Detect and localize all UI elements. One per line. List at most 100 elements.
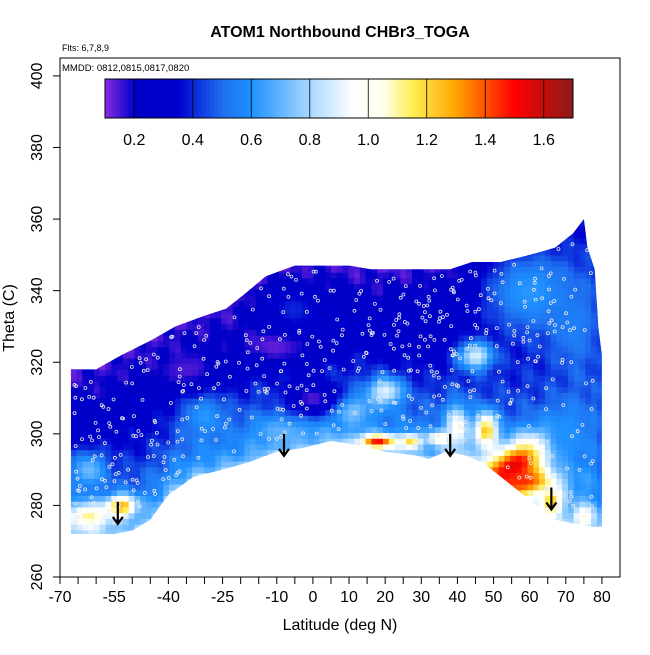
- heatmap-cell: [394, 506, 401, 514]
- heatmap-cell: [521, 249, 529, 256]
- heatmap-cell: [111, 294, 118, 302]
- heatmap-cell: [330, 323, 338, 330]
- heatmap-cell: [354, 363, 361, 370]
- heatmap-cell: [452, 357, 459, 365]
- heatmap-cell: [169, 294, 176, 302]
- heatmap-cell: [284, 472, 292, 479]
- heatmap-cell: [498, 518, 505, 525]
- heatmap-cell: [105, 438, 112, 445]
- heatmap-cell: [296, 535, 302, 541]
- heatmap-cell: [117, 392, 124, 399]
- heatmap-cell: [556, 254, 563, 262]
- heatmap-cell: [250, 518, 257, 525]
- heatmap-cell: [481, 432, 488, 439]
- heatmap-cell: [365, 386, 373, 393]
- heatmap-cell: [481, 254, 488, 262]
- heatmap-cell: [336, 529, 344, 534]
- heatmap-cell: [319, 231, 326, 239]
- heatmap-cell: [342, 426, 349, 433]
- heatmap-cell: [250, 219, 257, 222]
- heatmap-cell: [342, 466, 349, 474]
- heatmap-cell: [146, 535, 152, 541]
- heatmap-cell: [226, 386, 234, 393]
- heatmap-cell: [435, 512, 442, 519]
- heatmap-cell: [504, 420, 511, 428]
- heatmap-cell: [342, 272, 349, 279]
- heatmap-cell: [145, 495, 153, 502]
- heatmap-cell: [504, 300, 511, 308]
- heatmap-cell: [302, 226, 309, 233]
- heatmap-cell: [348, 209, 354, 215]
- heatmap-cell: [469, 478, 477, 485]
- heatmap-cell: [261, 420, 268, 428]
- heatmap-cell: [145, 254, 153, 262]
- heatmap-cell: [359, 489, 367, 496]
- heatmap-cell: [515, 220, 523, 227]
- heatmap-cell: [226, 335, 234, 342]
- heatmap-cell: [290, 352, 297, 359]
- heatmap-cell: [221, 478, 228, 485]
- heatmap-cell: [226, 380, 234, 388]
- heatmap-cell: [296, 455, 303, 462]
- heatmap-cell: [348, 512, 355, 519]
- heatmap-cell: [423, 426, 430, 433]
- heatmap-cell: [128, 357, 136, 365]
- heatmap-cell: [180, 335, 188, 342]
- heatmap-cell: [151, 357, 159, 365]
- heatmap-cell: [544, 237, 552, 245]
- heatmap-cell: [128, 455, 136, 462]
- heatmap-cell: [463, 466, 471, 474]
- heatmap-cell: [151, 249, 159, 256]
- heatmap-cell: [544, 346, 552, 353]
- heatmap-cell: [151, 483, 159, 491]
- heatmap-cell: [411, 219, 419, 222]
- heatmap-cell: [180, 300, 188, 308]
- heatmap-cell: [545, 209, 551, 215]
- heatmap-cell: [221, 386, 228, 393]
- heatmap-cell: [128, 254, 136, 262]
- heatmap-cell: [481, 386, 488, 393]
- heatmap-cell: [556, 529, 563, 534]
- heatmap-cell: [210, 209, 216, 215]
- heatmap-cell: [140, 443, 147, 451]
- heatmap-cell: [429, 535, 435, 541]
- heatmap-cell: [99, 363, 107, 370]
- heatmap-cell: [382, 489, 390, 496]
- heatmap-cell: [261, 335, 268, 342]
- heatmap-cell: [226, 243, 234, 250]
- heatmap-cell: [516, 209, 522, 215]
- heatmap-cell: [70, 466, 78, 474]
- heatmap-cell: [174, 524, 182, 531]
- heatmap-cell: [261, 220, 268, 227]
- heatmap-cell: [330, 524, 338, 531]
- heatmap-cell: [215, 420, 222, 428]
- heatmap-cell: [371, 392, 378, 399]
- heatmap-cell: [446, 335, 453, 342]
- heatmap-cell: [377, 317, 384, 325]
- heatmap-cell: [145, 329, 153, 336]
- heatmap-cell: [284, 438, 292, 445]
- heatmap-cell: [417, 415, 425, 422]
- heatmap-cell: [70, 283, 78, 290]
- heatmap-cell: [527, 226, 534, 233]
- heatmap-cell: [151, 277, 159, 285]
- heatmap-cell: [238, 220, 245, 227]
- heatmap-cell: [70, 357, 78, 365]
- heatmap-cell: [562, 346, 569, 353]
- heatmap-cell: [273, 266, 280, 273]
- heatmap-cell: [325, 254, 332, 262]
- heatmap-cell: [209, 398, 216, 405]
- heatmap-cell: [273, 346, 280, 353]
- heatmap-cell: [348, 380, 355, 388]
- heatmap-cell: [134, 249, 141, 256]
- heatmap-cell: [325, 352, 332, 359]
- heatmap-cell: [319, 472, 326, 479]
- heatmap-cell: [400, 346, 407, 353]
- heatmap-cell: [307, 243, 315, 250]
- heatmap-cell: [504, 518, 511, 525]
- heatmap-cell: [238, 432, 245, 439]
- heatmap-cell: [140, 501, 147, 508]
- heatmap-cell: [76, 512, 83, 519]
- heatmap-cell: [88, 289, 95, 296]
- heatmap-cell: [88, 386, 95, 393]
